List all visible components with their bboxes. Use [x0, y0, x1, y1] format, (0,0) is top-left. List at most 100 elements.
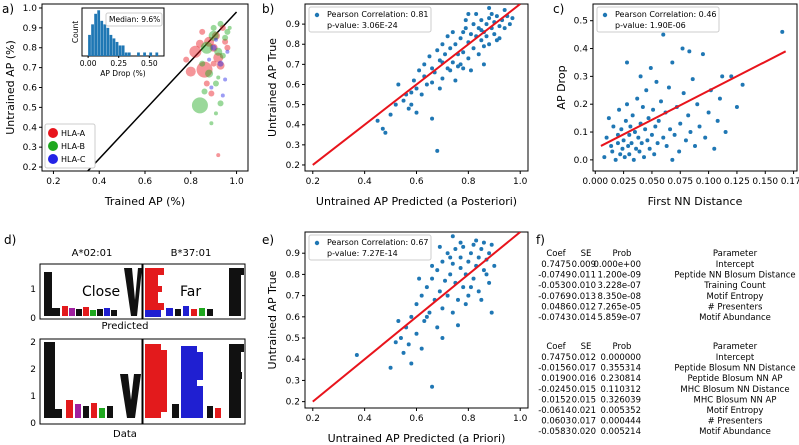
data-point [492, 32, 497, 37]
x-tick-label: 1.0 [513, 414, 528, 424]
data-point [670, 157, 675, 162]
y-tick-label: 0.9 [286, 249, 301, 259]
table-cell: 0.017 [572, 417, 596, 427]
data-point [635, 96, 640, 101]
logo-small-letter [166, 308, 173, 316]
logo-predicted-close: Close [44, 268, 142, 316]
table-cell: 0.0603 [541, 417, 571, 427]
data-point [435, 268, 440, 273]
logo-small-letter [175, 309, 181, 316]
data-point [625, 60, 629, 65]
table-cell: 0.010 [572, 281, 596, 291]
table-cell: 0.0190 [541, 374, 571, 384]
data-point [680, 46, 685, 51]
logo-small-letter [83, 307, 89, 316]
table-cell: 5.859e-07 [598, 313, 641, 323]
logo-letter-v [120, 374, 141, 418]
data-point [479, 246, 484, 251]
data-point [424, 314, 429, 319]
data-point [396, 319, 401, 324]
data-point [474, 238, 479, 243]
data-point [450, 30, 455, 35]
data-point [693, 143, 697, 148]
logo-small-letter [172, 404, 179, 418]
logo-small-letter [90, 310, 96, 316]
data-point [375, 118, 380, 123]
logo-letter-f-bar [229, 268, 244, 275]
data-point [409, 90, 414, 95]
x-tick-label: 1.0 [513, 177, 528, 187]
legend-correlation: Pearson Correlation: 0.81 [327, 10, 429, 19]
data-point [695, 102, 700, 107]
data-point [643, 127, 648, 132]
data-point [458, 255, 463, 260]
data-point [383, 130, 388, 135]
data-point [604, 135, 609, 140]
data-point [479, 38, 484, 43]
close-label: Close [82, 284, 120, 300]
data-point [632, 130, 637, 135]
table-cell: Intercept [716, 260, 755, 270]
data-point [644, 88, 649, 93]
y-tick-label: 0.8 [286, 270, 301, 280]
data-point [409, 102, 414, 107]
data-point [388, 112, 393, 117]
data-point [401, 98, 406, 103]
data-point [780, 29, 785, 34]
logo-letter-r [181, 346, 197, 418]
logo-ytick: 1 [30, 285, 36, 295]
histogram-bar [91, 24, 94, 56]
data-point [440, 42, 445, 47]
y-tick-label: 0.7 [286, 292, 300, 302]
data-point [681, 91, 686, 96]
data-point [677, 149, 682, 154]
panel-label: b) [262, 2, 274, 16]
inset-y-label: Count [71, 21, 80, 43]
histogram-bar [94, 13, 97, 57]
data-point [448, 272, 453, 277]
data-point [642, 155, 646, 160]
data-point [217, 60, 224, 67]
data-point [430, 263, 435, 268]
data-point [703, 135, 708, 140]
table-cell: Intercept [716, 353, 755, 363]
logo-small-letter [107, 406, 113, 418]
data-point [734, 104, 739, 109]
data-point [203, 80, 210, 87]
data-point [672, 132, 677, 137]
data-point [220, 93, 225, 98]
data-point [199, 28, 206, 35]
data-point [196, 61, 213, 78]
y-axis-label: Untrained AP True [266, 270, 279, 369]
table-cell: 0.326039 [600, 395, 641, 405]
data-point [419, 346, 424, 351]
data-point [629, 141, 634, 146]
table-cell: 0.355314 [600, 364, 641, 374]
x-tick-label: 0.2 [46, 177, 60, 187]
data-point [479, 28, 484, 33]
histogram-bar [149, 52, 153, 56]
data-point [471, 276, 476, 281]
logo-letter-e-bar [158, 303, 164, 310]
data-point [199, 60, 206, 67]
data-point [458, 240, 463, 245]
data-point [453, 42, 458, 47]
logo-small-letter [66, 400, 73, 418]
data-point [481, 268, 486, 273]
logo-letter-r-bowl [197, 352, 203, 380]
table-header-cell: Coef [546, 249, 566, 259]
legend-pvalue: p-value: 3.06E-24 [327, 21, 398, 30]
data-point [448, 255, 453, 260]
table-cell: 0.0152 [541, 395, 571, 405]
logo-small-letter [183, 306, 189, 316]
axes-frame [592, 3, 798, 172]
data-point [484, 22, 489, 27]
data-point [210, 24, 217, 31]
data-point [729, 74, 734, 79]
data-point [430, 384, 435, 389]
y-tick-label: 0.3 [286, 141, 300, 151]
data-point [195, 39, 204, 48]
inset-x-label: AP Drop (%) [100, 69, 146, 78]
data-point [648, 66, 653, 71]
table-cell: 0.000000 [600, 353, 641, 363]
